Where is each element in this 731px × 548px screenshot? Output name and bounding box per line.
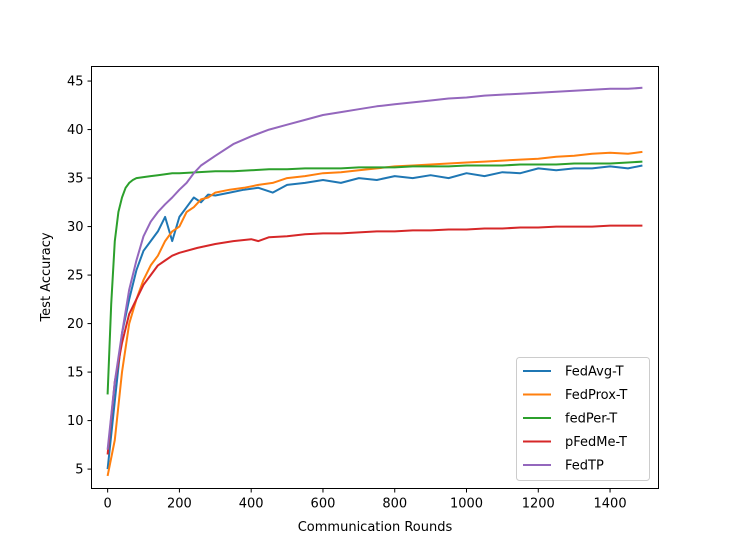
legend-frame	[516, 357, 650, 481]
x-tick-label: 800	[382, 497, 407, 512]
legend: FedAvg-T FedProx-T fedPer-T pFedMe-T FedTP	[516, 357, 650, 481]
legend-label: fedPer-T	[565, 412, 617, 427]
legend-label: FedAvg-T	[565, 365, 624, 380]
legend-label: FedTP	[565, 459, 604, 474]
y-tick-label: 30	[67, 220, 84, 235]
x-tick-label: 600	[311, 497, 336, 512]
y-axis-title: Test Accuracy	[39, 232, 54, 322]
x-tick-label: 1200	[522, 497, 555, 512]
y-tick-label: 45	[67, 75, 84, 90]
x-tick-label: 0	[104, 497, 112, 512]
plot-lines	[106, 86, 643, 477]
series-line-fedavg-t	[106, 164, 643, 470]
x-tick-label: 1400	[594, 497, 627, 512]
series-line-fedtp	[106, 86, 643, 450]
x-tick-label: 400	[239, 497, 264, 512]
y-tick-label: 20	[67, 317, 84, 332]
series-line-fedprox-t	[106, 150, 643, 477]
legend-label: FedProx-T	[565, 388, 627, 403]
series-line-fedper-t	[106, 160, 643, 395]
y-tick-label: 5	[75, 463, 83, 478]
x-axis-title: Communication Rounds	[298, 520, 453, 535]
y-tick-label: 25	[67, 269, 84, 284]
plot-frame	[91, 66, 659, 489]
legend-label: pFedMe-T	[565, 435, 627, 450]
y-axis: 5 10 15 20 25 30 35 40 45	[67, 75, 92, 478]
x-axis: 0 200 400 600 800 1000 1200 1400	[104, 488, 627, 512]
y-tick-label: 35	[67, 172, 84, 187]
y-tick-label: 40	[67, 123, 84, 138]
x-tick-label: 1000	[450, 497, 483, 512]
y-tick-label: 15	[67, 366, 84, 381]
x-tick-label: 200	[167, 497, 192, 512]
y-tick-label: 10	[67, 414, 84, 429]
series-line-pfedme-t	[106, 224, 643, 455]
